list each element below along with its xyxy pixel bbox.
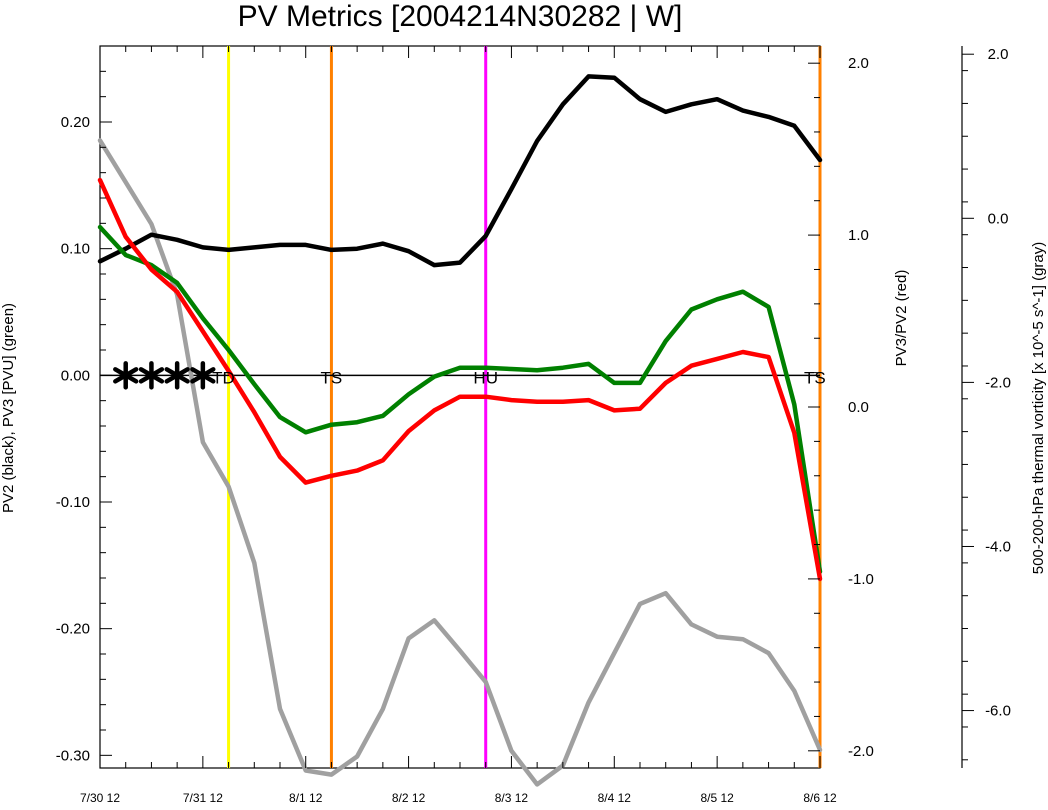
x-axis: 7/30 12 7/31 12 8/1 12 8/2 12 8/3 12 8/4 12 8/… — [80, 46, 837, 805]
asterisk-marker — [113, 361, 139, 390]
x-tick-label: 7/31 12 — [183, 791, 223, 805]
plot-frame — [99, 45, 821, 769]
right-y-axis-label: PV3/PV2 (red) — [893, 270, 910, 367]
right-tick-label: -1.0 — [848, 571, 874, 588]
left-y-axis: 0.20 0.10 0.00 -0.10 -0.20 -0.30 — [56, 45, 112, 764]
stage-label: TS — [321, 368, 343, 387]
right-tick-label: -2.0 — [848, 743, 874, 760]
x-tick-label: 8/2 12 — [392, 791, 426, 805]
x-tick-label: 8/3 12 — [495, 791, 529, 805]
stage-label: HU — [473, 368, 498, 387]
left-tick-label: -0.10 — [56, 494, 90, 511]
far-right-tick-label: -6.0 — [985, 703, 1011, 720]
series-line-pv3 — [97, 224, 823, 574]
right-tick-label: 0.0 — [848, 399, 869, 416]
chart-title: PV Metrics [2004214N30282 | W] — [238, 0, 683, 33]
left-tick-label: 0.20 — [61, 114, 90, 131]
plot-border — [99, 45, 821, 769]
right-tick-label: 2.0 — [848, 55, 869, 72]
series-line-pv2 — [97, 74, 823, 268]
left-tick-label: -0.30 — [56, 747, 90, 764]
right-tick-label: 1.0 — [848, 227, 869, 244]
far-right-y-axis: 2.0 0.0 -2.0 -4.0 -6.0 — [961, 46, 1011, 768]
far-right-tick-label: -4.0 — [985, 538, 1011, 555]
x-tick-label: 8/1 12 — [289, 791, 323, 805]
left-tick-label: 0.10 — [61, 241, 90, 258]
asterisk-marker — [164, 361, 190, 390]
stage-labels: TD TS HU TS — [212, 368, 826, 387]
stage-vertical-lines — [227, 46, 822, 768]
x-tick-label: 8/5 12 — [700, 791, 734, 805]
asterisk-markers — [113, 361, 216, 390]
asterisk-marker — [138, 361, 165, 390]
series-line-thermal_vorticity — [97, 138, 823, 787]
x-tick-label: 8/4 12 — [598, 791, 632, 805]
asterisk-marker — [190, 361, 216, 390]
right-y-axis: 2.0 1.0 0.0 -1.0 -2.0 — [808, 55, 874, 760]
stage-label: TD — [212, 368, 235, 387]
far-right-tick-label: -2.0 — [985, 374, 1011, 391]
left-tick-label: 0.00 — [61, 367, 90, 384]
stage-label: TS — [804, 368, 826, 387]
far-right-y-axis-label: 500-200-hPa thermal vorticity [x 10^-5 s… — [1030, 242, 1047, 575]
far-right-tick-label: 2.0 — [988, 46, 1009, 63]
x-tick-label: 7/30 12 — [80, 791, 120, 805]
series-line-pv3_pv2 — [97, 177, 823, 582]
left-tick-label: -0.20 — [56, 621, 90, 638]
series-lines — [97, 74, 823, 787]
x-tick-label: 8/6 12 — [803, 791, 837, 805]
far-right-tick-label: 0.0 — [988, 210, 1009, 227]
left-y-axis-label: PV2 (black), PV3 [PVU] (green) — [0, 303, 17, 513]
